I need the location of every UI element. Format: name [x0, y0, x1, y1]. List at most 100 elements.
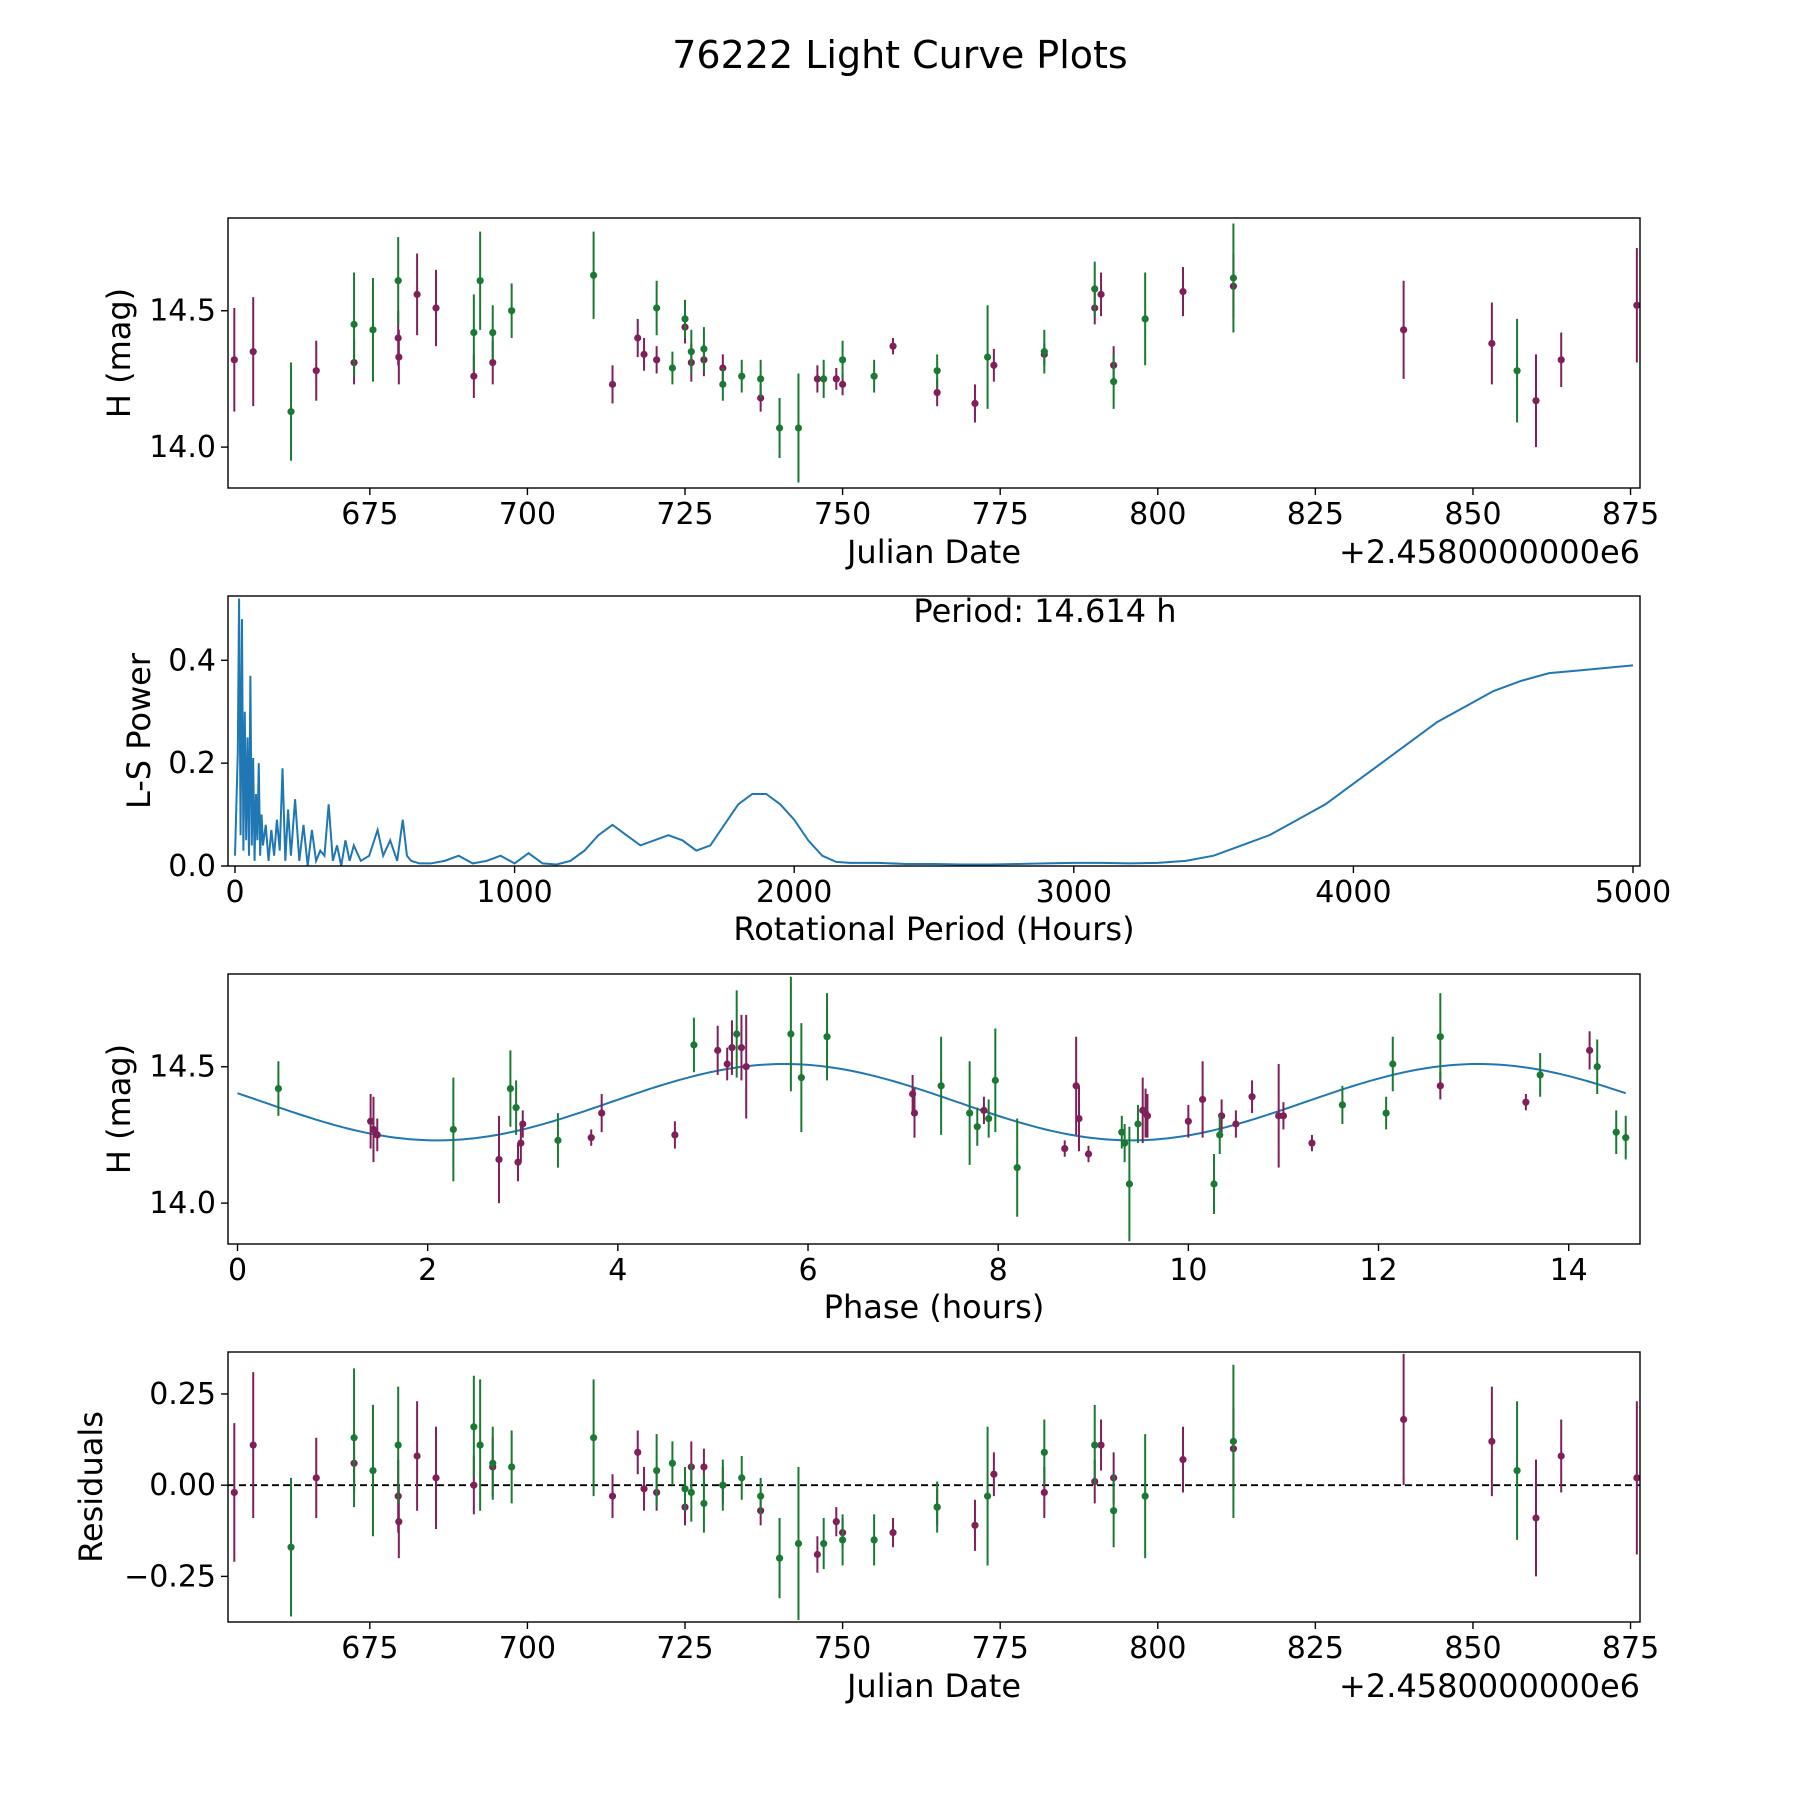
- lightcurve-data-point: [634, 334, 642, 342]
- residuals-data-point: [971, 1521, 979, 1529]
- residuals-data-point: [813, 1550, 821, 1559]
- phase-data-point: [1536, 1071, 1544, 1079]
- residuals-data-point: [757, 1492, 765, 1500]
- residuals-x-tick-label: 825: [1287, 1631, 1344, 1666]
- lightcurve-x-tick-label: 775: [972, 497, 1029, 532]
- phase-data-point: [671, 1131, 679, 1139]
- periodogram-plot-area: [233, 598, 1634, 866]
- residuals-x-tick-label: 800: [1129, 1631, 1186, 1666]
- phase-data-point: [1622, 1134, 1630, 1142]
- residuals-data-point: [653, 1466, 661, 1475]
- lightcurve-data-point: [1400, 326, 1408, 334]
- lightcurve-data-point: [653, 356, 661, 364]
- lightcurve-data-point: [870, 372, 878, 380]
- lightcurve-data-point: [350, 320, 358, 328]
- lightcurve-data-point: [1532, 397, 1540, 405]
- residuals-x-tick-label: 875: [1602, 1631, 1659, 1666]
- phase-data-point: [787, 1030, 795, 1038]
- periodogram-axes-frame: [227, 595, 1641, 867]
- periodogram-xlabel: Rotational Period (Hours): [733, 910, 1134, 948]
- lightcurve-x-tick-label: 800: [1129, 497, 1186, 532]
- phase-data-point: [1143, 1112, 1152, 1120]
- lightcurve-data-point: [413, 290, 421, 298]
- residuals-data-point: [476, 1441, 484, 1449]
- phase-data-point: [1338, 1101, 1346, 1109]
- phase-data-point: [512, 1104, 520, 1112]
- residuals-data-point: [489, 1459, 497, 1467]
- phase-data-point: [1522, 1098, 1530, 1106]
- phase-data-point: [910, 1109, 919, 1117]
- phase-plot-area: [237, 976, 1630, 1242]
- residuals-data-point: [249, 1441, 257, 1449]
- periodogram-x-tick-label: 1000: [476, 875, 552, 910]
- phase-x-tick-label: 4: [608, 1253, 627, 1288]
- periodogram-x-tick-label: 3000: [1036, 875, 1112, 910]
- phase-data-point: [1184, 1117, 1192, 1125]
- phase-data-point: [742, 1063, 750, 1071]
- residuals-data-point: [983, 1492, 992, 1500]
- phase-data-point: [373, 1131, 381, 1139]
- phase-data-point: [1121, 1139, 1129, 1147]
- lightcurve-data-point: [971, 399, 979, 408]
- lightcurve-data-point: [1179, 288, 1187, 296]
- lightcurve-plot-area: [230, 223, 1640, 483]
- phase-data-point: [1072, 1082, 1080, 1090]
- phase-data-point: [1248, 1093, 1256, 1101]
- lightcurve-data-point: [1097, 290, 1105, 298]
- phase-data-point: [495, 1155, 503, 1164]
- lightcurve-data-point: [230, 356, 238, 364]
- residuals-data-point: [700, 1463, 708, 1471]
- lightcurve-data-point: [889, 342, 897, 350]
- residuals-data-point: [687, 1488, 695, 1497]
- phase-data-point: [1216, 1131, 1224, 1139]
- lightcurve-data-point: [489, 358, 497, 367]
- phase-data-point: [274, 1084, 282, 1093]
- lightcurve-data-point: [794, 424, 803, 432]
- phase-data-point: [1382, 1109, 1390, 1117]
- residuals-data-point: [775, 1554, 784, 1562]
- residuals-x-tick-label: 750: [814, 1631, 871, 1666]
- lightcurve-data-point: [1110, 378, 1118, 386]
- phase-data-point: [714, 1046, 722, 1054]
- lightcurve-data-point: [933, 388, 941, 397]
- residuals-data-point: [394, 1441, 402, 1449]
- periodogram-y-tick-label: 0.0: [168, 849, 216, 884]
- phase-data-point: [1199, 1095, 1207, 1104]
- lightcurve-x-tick-label: 850: [1444, 497, 1501, 532]
- lightcurve-data-point: [1040, 348, 1048, 356]
- phase-data-point: [728, 1044, 736, 1052]
- residuals-x-tick-label: 675: [341, 1631, 398, 1666]
- lightcurve-data-point: [719, 380, 727, 388]
- residuals-data-point: [832, 1518, 840, 1526]
- residuals-data-point: [738, 1474, 746, 1482]
- residuals-x-tick-label: 775: [972, 1631, 1029, 1666]
- periodogram-ylabel: L-S Power: [120, 652, 158, 809]
- residuals-data-point: [700, 1499, 708, 1508]
- residuals-data-point: [1488, 1437, 1496, 1445]
- lightcurve-data-point: [394, 277, 402, 285]
- panel-phase: H (mag) Phase (hours) 0 2 4 6 8 10 12 14 14.0 14.…: [100, 973, 1641, 1326]
- phase-data-point: [1232, 1120, 1240, 1128]
- residuals-x-offset: +2.4580000000e6: [1339, 1667, 1640, 1705]
- lightcurve-data-point: [1557, 356, 1565, 364]
- lightcurve-data-point: [640, 350, 648, 358]
- phase-data-point: [991, 1076, 999, 1084]
- phase-data-point: [1436, 1033, 1444, 1041]
- periodogram-series-line: [233, 598, 1634, 866]
- residuals-data-point: [668, 1459, 677, 1467]
- residuals-data-point: [1633, 1474, 1640, 1482]
- residuals-data-point: [990, 1470, 998, 1478]
- phase-data-point: [733, 1030, 741, 1038]
- lightcurve-data-point: [653, 304, 661, 312]
- residuals-data-point: [1040, 1488, 1048, 1497]
- phase-data-point: [1084, 1150, 1093, 1158]
- phase-data-point: [1118, 1128, 1126, 1136]
- residuals-data-point: [1110, 1507, 1118, 1515]
- phase-x-tick-label: 10: [1169, 1253, 1207, 1288]
- residuals-data-point: [820, 1539, 828, 1548]
- residuals-xlabel: Julian Date: [845, 1667, 1021, 1705]
- residuals-data-point: [640, 1485, 648, 1493]
- phase-data-point: [1436, 1082, 1444, 1090]
- residuals-data-point: [1532, 1514, 1540, 1522]
- phase-data-point: [1389, 1060, 1397, 1068]
